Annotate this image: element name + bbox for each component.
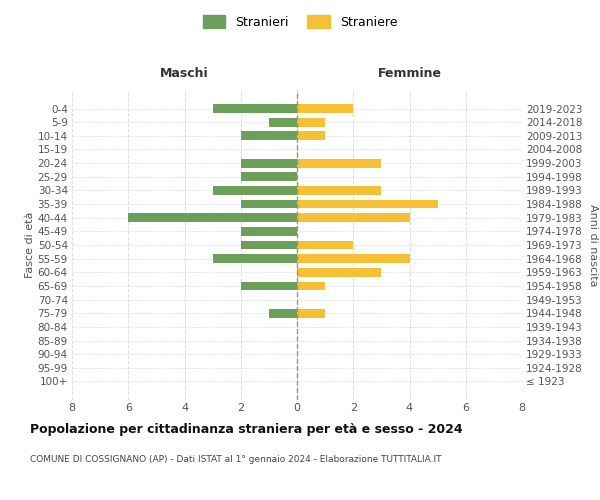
Bar: [297, 132, 325, 140]
Bar: [297, 282, 325, 290]
Bar: [297, 214, 409, 222]
Y-axis label: Fasce di età: Fasce di età: [25, 212, 35, 278]
Text: Popolazione per cittadinanza straniera per età e sesso - 2024: Popolazione per cittadinanza straniera p…: [30, 422, 463, 436]
Bar: [212, 186, 297, 195]
Bar: [212, 254, 297, 263]
Bar: [297, 254, 409, 263]
Text: Maschi: Maschi: [160, 67, 209, 80]
Y-axis label: Anni di nascita: Anni di nascita: [589, 204, 598, 286]
Bar: [297, 200, 437, 208]
Bar: [269, 309, 297, 318]
Bar: [241, 240, 297, 250]
Bar: [212, 104, 297, 113]
Bar: [297, 186, 382, 195]
Bar: [128, 214, 297, 222]
Bar: [297, 158, 382, 168]
Bar: [297, 309, 325, 318]
Bar: [297, 240, 353, 250]
Legend: Stranieri, Straniere: Stranieri, Straniere: [199, 11, 401, 32]
Bar: [297, 118, 325, 126]
Bar: [297, 268, 382, 276]
Bar: [241, 227, 297, 236]
Text: Femmine: Femmine: [377, 67, 442, 80]
Bar: [241, 200, 297, 208]
Text: COMUNE DI COSSIGNANO (AP) - Dati ISTAT al 1° gennaio 2024 - Elaborazione TUTTITA: COMUNE DI COSSIGNANO (AP) - Dati ISTAT a…: [30, 455, 442, 464]
Bar: [241, 132, 297, 140]
Bar: [241, 172, 297, 181]
Bar: [241, 158, 297, 168]
Bar: [241, 282, 297, 290]
Bar: [269, 118, 297, 126]
Bar: [297, 104, 353, 113]
